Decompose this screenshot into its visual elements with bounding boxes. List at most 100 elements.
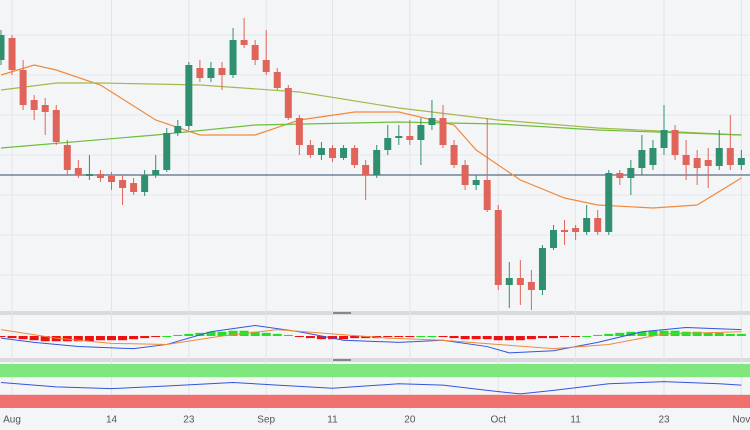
macd-bar [648, 330, 658, 336]
candle-body [196, 68, 204, 78]
x-tick-label: 11 [570, 415, 581, 426]
macd-bar [339, 336, 349, 340]
macd-bar [394, 336, 404, 338]
rsi-line [0, 381, 742, 395]
candle-body [428, 118, 436, 125]
panel-divider [0, 358, 750, 362]
macd-bar [184, 333, 194, 336]
macd-bar [438, 336, 448, 338]
macd-bar [62, 336, 72, 342]
candle-body [108, 176, 115, 182]
x-tick-label: 23 [183, 415, 195, 426]
macd-bar [328, 336, 337, 340]
rsi-band [0, 394, 750, 408]
candle-body [295, 118, 303, 145]
macd-bar [73, 336, 83, 342]
candle-body [737, 158, 745, 165]
macd-bar [681, 331, 691, 336]
candle-body [682, 155, 690, 165]
macd-bar [604, 333, 614, 336]
macd-bar [118, 336, 128, 341]
macd-bar [0, 336, 6, 338]
macd-bar [195, 332, 205, 336]
candle-body [494, 210, 502, 285]
candle-body [85, 174, 93, 176]
macd-bar [283, 334, 293, 336]
macd-bar [692, 331, 702, 336]
macd-bar [549, 336, 558, 339]
candle-body [417, 125, 425, 140]
candle-body [483, 180, 491, 210]
candle-body [406, 136, 414, 140]
macd-bar [493, 336, 503, 341]
macd-bar [571, 336, 581, 338]
divider-handle [333, 359, 351, 361]
macd-bar [51, 336, 61, 342]
macd-bar [537, 336, 547, 339]
candle-body [251, 45, 259, 60]
candle-body [63, 145, 71, 170]
macd-bar [250, 331, 260, 336]
candle-body [340, 148, 348, 158]
macd-bar [294, 336, 304, 338]
macd-bar [405, 336, 415, 338]
candle-body [174, 126, 182, 133]
macd-bar [305, 336, 315, 339]
macd-bar [40, 336, 50, 342]
candle-body [207, 68, 215, 78]
candle-body [572, 228, 580, 232]
macd-bar [361, 336, 371, 339]
candle-body [273, 72, 281, 88]
candle-body [8, 38, 16, 70]
candle-body [262, 60, 270, 72]
candle-body [472, 180, 480, 185]
candle-body [52, 110, 60, 142]
macd-line [0, 329, 742, 350]
macd-bar [482, 336, 492, 340]
macd-bar [582, 336, 592, 337]
macd-bar [350, 336, 360, 339]
macd-bar [471, 336, 481, 340]
macd-bar [460, 336, 470, 340]
candle-body [306, 145, 314, 155]
macd-bar [173, 334, 183, 336]
candle-body [516, 278, 524, 285]
candle-body [218, 68, 226, 75]
candle-body [0, 35, 5, 60]
candle-body [373, 150, 381, 175]
x-tick-label: Oct [490, 415, 506, 426]
x-tick-label: Sep [257, 415, 275, 426]
moving-average [0, 82, 742, 136]
candle-body [461, 165, 469, 185]
candle-body [317, 148, 325, 155]
macd-bar [383, 336, 393, 338]
macd-bar [736, 333, 746, 336]
candle-body [594, 218, 602, 232]
macd-bar [560, 336, 570, 338]
candle-body [362, 165, 370, 175]
macd-bar [29, 336, 39, 341]
macd-bar [129, 336, 139, 340]
rsi-band [0, 364, 750, 378]
macd-bar [714, 332, 724, 336]
candle-body [119, 180, 127, 188]
candle-body [638, 150, 646, 168]
candle-body [30, 100, 38, 110]
candle-body [329, 148, 336, 158]
x-tick-label: Aug [3, 415, 21, 426]
candle-body [660, 130, 668, 148]
moving-average [0, 121, 742, 149]
x-tick-label: Nov [732, 415, 750, 426]
macd-bar [659, 330, 669, 336]
candle-body [605, 173, 613, 232]
candle-body [550, 230, 557, 248]
candle-body [74, 168, 82, 175]
macd-bar [217, 331, 227, 336]
candle-body [561, 230, 569, 232]
candle-body [527, 282, 535, 290]
macd-bar [504, 336, 514, 341]
candle-body [351, 148, 359, 165]
panel-divider [0, 311, 750, 315]
x-tick-label: 20 [404, 415, 416, 426]
